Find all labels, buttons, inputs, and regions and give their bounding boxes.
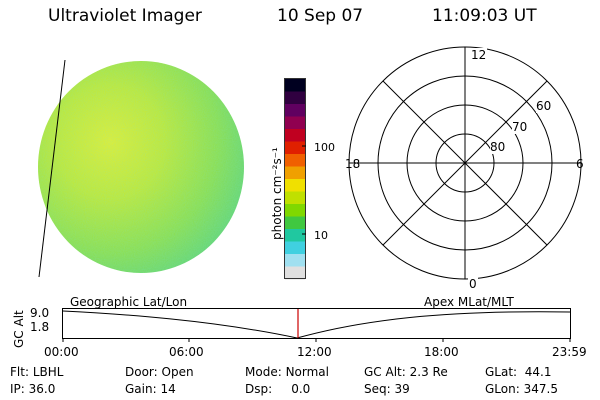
timeline-left-label: Geographic Lat/Lon — [70, 295, 188, 309]
timeline-frame — [62, 308, 571, 339]
colorbar-block — [285, 266, 305, 280]
lat-label-60: 60 — [536, 99, 552, 113]
status-glon: GLon: 347.5 — [485, 382, 558, 396]
terminator-line — [38, 59, 66, 278]
status-mode: Mode: Normal — [245, 365, 329, 379]
status-gc-alt: GC Alt: 2.3 Re — [364, 365, 448, 379]
colorbar-block — [285, 79, 305, 92]
status-flt: Flt: LBHL — [10, 365, 64, 379]
status-dsp: Dsp: 0.0 — [245, 382, 311, 396]
status-glat: GLat: 44.1 — [485, 365, 552, 379]
colorbar-block — [285, 154, 305, 167]
lat-label-80: 80 — [490, 140, 506, 154]
timeline-right-label: Apex MLat/MLT — [424, 295, 514, 309]
uv-image-disk — [38, 59, 244, 278]
colorbar-block — [285, 229, 305, 242]
status-gain: Gain: 14 — [125, 382, 176, 396]
mlt-label-0: 0 — [468, 277, 478, 291]
status-door: Door: Open — [125, 365, 194, 379]
colorbar — [284, 78, 306, 280]
colorbar-block — [285, 116, 305, 130]
timeline-ytick-bottom: 1.8 — [30, 320, 50, 334]
timeline-xtick-0600: 06:00 — [169, 345, 204, 359]
colorbar-tick-100: 100 — [314, 141, 335, 154]
lat-label-70: 70 — [512, 120, 528, 134]
mlt-label-18: 18 — [345, 157, 361, 171]
timeline-xtick-1200: 12:00 — [297, 345, 332, 359]
header-date: 10 Sep 07 — [277, 6, 364, 26]
colorbar-block — [285, 179, 305, 192]
polar-plot — [348, 46, 582, 280]
timeline-plot — [62, 308, 571, 342]
colorbar-block — [285, 241, 305, 255]
mlt-label-12: 12 — [470, 48, 488, 62]
orbit-altitude-curve — [62, 310, 571, 339]
colorbar-unit-label: photon cm⁻²s⁻¹ — [270, 147, 284, 240]
mlt-label-6: 6 — [576, 157, 584, 171]
timeline-y-axis-label: GC Alt — [12, 310, 26, 348]
colorbar-block — [285, 129, 305, 142]
colorbar-block — [285, 91, 305, 105]
colorbar-block — [285, 141, 305, 155]
timeline-xtick-0000: 00:00 — [44, 345, 79, 359]
colorbar-block — [285, 191, 305, 205]
colorbar-block — [285, 166, 305, 180]
timeline-xtick-2359: 23:59 — [552, 345, 587, 359]
app-title: Ultraviolet Imager — [48, 6, 202, 26]
colorbar-tick-10: 10 — [314, 229, 328, 242]
status-ip: IP: 36.0 — [10, 382, 56, 396]
disk-noise — [38, 61, 244, 273]
timeline-ytick-top: 9.0 — [30, 306, 50, 320]
header-time: 11:09:03 UT — [432, 6, 537, 26]
status-seq: Seq: 39 — [364, 382, 410, 396]
colorbar-block — [285, 254, 305, 267]
colorbar-block — [285, 104, 305, 117]
colorbar-block — [285, 204, 305, 217]
timeline-xtick-1800: 18:00 — [424, 345, 459, 359]
colorbar-block — [285, 216, 305, 230]
